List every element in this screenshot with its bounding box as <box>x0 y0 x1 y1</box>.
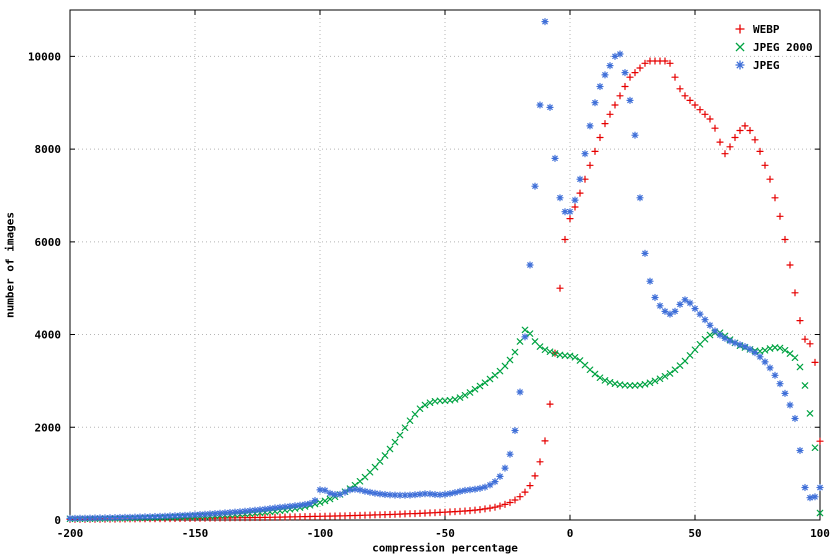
plot-border <box>69 9 821 521</box>
legend: WEBP JPEG 2000 JPEG <box>733 20 813 74</box>
y-tick-label: 6000 <box>35 236 62 249</box>
y-tick-label: 8000 <box>35 143 62 156</box>
x-tick-label: 0 <box>567 527 574 540</box>
plus-marker-icon <box>735 24 745 34</box>
x-tick-label: 50 <box>688 527 701 540</box>
cross-marker-icon <box>735 42 745 52</box>
x-axis-title: compression percentage <box>372 541 518 555</box>
legend-entry-jpeg-2000: JPEG 2000 <box>733 38 813 56</box>
x-tick-label: -200 <box>57 527 84 540</box>
legend-label: JPEG <box>753 58 780 72</box>
legend-label: JPEG 2000 <box>753 40 813 54</box>
legend-entry-jpeg: JPEG <box>733 56 813 74</box>
star-marker-icon <box>735 60 745 70</box>
legend-label: WEBP <box>753 22 780 36</box>
x-tick-label: 100 <box>810 527 830 540</box>
x-tick-label: -100 <box>307 527 334 540</box>
y-tick-label: 4000 <box>35 329 62 342</box>
y-tick-label: 0 <box>54 514 61 527</box>
x-tick-label: -150 <box>182 527 209 540</box>
x-tick-label: -50 <box>435 527 455 540</box>
series-jpeg <box>66 18 824 522</box>
y-tick-label: 10000 <box>28 50 61 63</box>
legend-entry-webp: WEBP <box>733 20 813 38</box>
y-tick-label: 2000 <box>35 421 62 434</box>
grid-lines <box>69 10 821 521</box>
